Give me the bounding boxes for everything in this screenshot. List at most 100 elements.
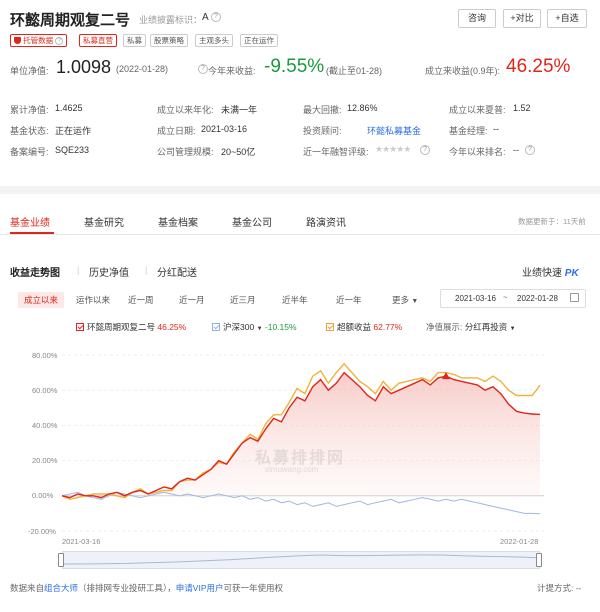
navigator-handle-left[interactable]	[58, 553, 64, 567]
info-value: --	[513, 145, 519, 155]
separator: |	[145, 265, 148, 275]
info-label: 备案编号:	[10, 147, 49, 157]
subtab-dividend[interactable]: 分红配送	[157, 268, 197, 279]
info-label: 累计净值:	[10, 105, 49, 115]
date-range-picker[interactable]: 2021-03-16 ~ 2022-01-28	[440, 289, 586, 308]
info-label: 公司管理规模:	[157, 147, 214, 157]
info-value: 未满一年	[221, 105, 258, 115]
footer-link-tool[interactable]: 组合大师	[44, 583, 79, 593]
help-icon[interactable]: ?	[525, 145, 535, 155]
performance-chart	[62, 354, 544, 532]
period-6m[interactable]: 近半年	[282, 295, 308, 305]
period-operation[interactable]: 运作以来	[76, 295, 111, 305]
navigator-handle-right[interactable]	[536, 553, 542, 567]
tab-performance[interactable]: 基金业绩	[10, 218, 50, 229]
period-1w[interactable]: 近一周	[128, 295, 154, 305]
info-label: 成立日期:	[157, 126, 196, 136]
series-line-fund	[62, 371, 541, 499]
y-tick: 80.00%	[32, 351, 58, 360]
caret-down-icon: ▼	[256, 326, 263, 332]
date-end: 2022-01-28	[517, 294, 558, 303]
tab-company[interactable]: 基金公司	[232, 218, 272, 229]
ytd-note: (截止至01-28)	[326, 66, 383, 76]
info-value[interactable]: 环懿私募基金	[367, 126, 422, 136]
tab-archive[interactable]: 基金档案	[158, 218, 198, 229]
footer-text: 数据来自组合大师（排排网专业投研工具），申请VIP用户可获一年使用权	[10, 583, 284, 593]
shield-icon	[14, 37, 21, 44]
x-tick-start: 2021-03-16	[62, 537, 101, 546]
caret-down-icon: ▼	[411, 298, 419, 305]
period-more[interactable]: 更多 ▼	[392, 295, 419, 305]
y-tick: 40.00%	[32, 421, 58, 430]
info-value: 12.86%	[347, 103, 378, 113]
info-value: SQE233	[55, 145, 90, 155]
tab-research[interactable]: 基金研究	[84, 218, 124, 229]
x-tick-end: 2022-01-28	[500, 537, 539, 546]
favorite-button[interactable]: +自选	[547, 9, 587, 28]
info-value: 1.4625	[55, 103, 83, 113]
active-tab-underline	[10, 232, 54, 234]
nav-value: 1.0098	[56, 57, 112, 77]
legend-fund[interactable]: 环懿周期观复二号 46.25%	[76, 321, 186, 333]
info-label: 成立以来夏普:	[449, 105, 506, 115]
update-note: 数据更新于：11天前	[518, 217, 586, 226]
legend-excess[interactable]: 超额收益 62.77%	[326, 321, 402, 333]
checkbox-icon	[326, 323, 334, 331]
fee-method: 计提方式: --	[537, 583, 582, 593]
tag-style[interactable]: 主观多头	[195, 34, 233, 47]
info-label: 成立以来年化:	[157, 105, 214, 115]
footer-link-vip[interactable]: 申请VIP用户	[175, 583, 224, 593]
info-label: 基金经理:	[449, 126, 488, 136]
nav-label: 单位净值:	[10, 66, 49, 76]
display-mode[interactable]: 净值展示: 分红再投资 ▼	[426, 322, 516, 332]
info-label: 投资顾问:	[303, 126, 342, 136]
period-ytd-1y[interactable]: 近一年	[336, 295, 362, 305]
help-icon[interactable]: ?	[420, 145, 430, 155]
info-label: 基金状态:	[10, 126, 49, 136]
period-1m[interactable]: 近一月	[179, 295, 205, 305]
info-label: 今年以来排名:	[449, 147, 506, 157]
calendar-icon	[570, 293, 579, 302]
info-value: 20~50亿	[221, 147, 256, 157]
ytd-label: 今年来收益:	[208, 66, 256, 76]
consult-button[interactable]: 咨询	[458, 9, 496, 28]
fund-title: 环懿周期观复二号	[10, 12, 131, 29]
period-3m[interactable]: 近三月	[230, 295, 256, 305]
range-navigator[interactable]	[62, 551, 541, 569]
subtab-history[interactable]: 历史净值	[89, 268, 129, 279]
disclosure-grade: A ?	[202, 12, 221, 23]
legend-index[interactable]: 沪深300 ▼ -10.15%	[212, 321, 297, 333]
date-start: 2021-03-16	[455, 294, 496, 303]
tag-private[interactable]: 私募	[123, 34, 146, 47]
tag-direct[interactable]: 私募直营	[79, 34, 117, 47]
drawdown-marker	[441, 372, 450, 380]
help-icon[interactable]: ?	[55, 37, 64, 46]
watermark-sub: simuwang.com	[265, 465, 319, 474]
help-icon[interactable]: ?	[210, 12, 221, 23]
checkbox-icon	[212, 323, 220, 331]
compare-button[interactable]: +对比	[503, 9, 541, 28]
nav-date: (2022-01-28)	[116, 64, 169, 74]
y-tick: 20.00%	[32, 456, 58, 465]
series-line-excess	[62, 362, 541, 501]
checkbox-icon	[76, 323, 84, 331]
fund-area	[62, 372, 540, 498]
pk-button[interactable]: 业绩快速 PK	[522, 268, 579, 279]
help-icon[interactable]: ?	[198, 64, 208, 74]
info-value: 1.52	[513, 103, 531, 113]
section-divider	[0, 186, 600, 194]
y-tick: 0.00%	[32, 491, 54, 500]
watermark: 私募排排网	[255, 450, 346, 467]
y-tick: -20.00%	[28, 527, 56, 536]
tag-status[interactable]: 正在运作	[240, 34, 278, 47]
since-label: 成立来收益(0.9年):	[425, 66, 501, 76]
ytd-value: -9.55%	[264, 56, 325, 77]
tab-divider	[0, 234, 600, 235]
tag-custody[interactable]: 托管数据 ?	[10, 34, 68, 47]
tag-strategy[interactable]: 股票策略	[150, 34, 188, 47]
tab-news[interactable]: 路演资讯	[306, 218, 346, 229]
info-label: 近一年融智评级:	[303, 147, 369, 157]
subtab-trend[interactable]: 收益走势图	[10, 268, 60, 279]
period-inception[interactable]: 成立以来	[18, 292, 65, 308]
separator: |	[77, 265, 80, 275]
